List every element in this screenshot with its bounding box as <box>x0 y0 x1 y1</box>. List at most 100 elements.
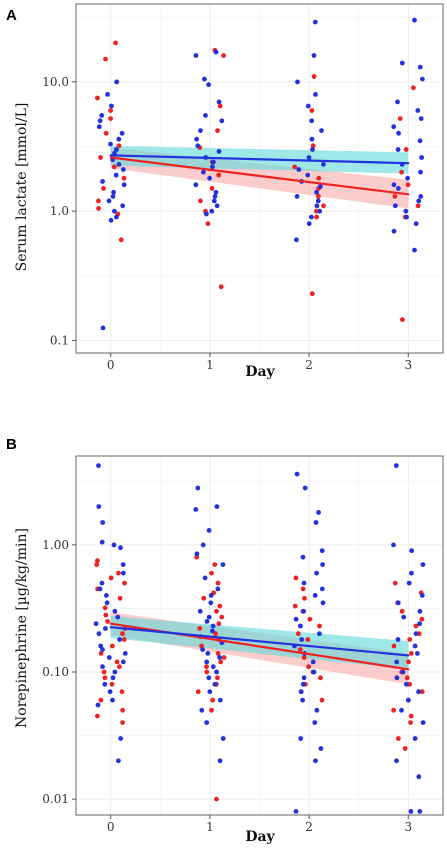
panel-b-point-red-day1-5 <box>201 595 207 601</box>
panel-b-point-blue-day3-20 <box>406 697 411 703</box>
panel-a-point-blue-day0-24 <box>100 325 106 331</box>
panel-b-point-red-day3-4 <box>419 616 425 622</box>
panel-b-point-red-day1-10 <box>197 626 203 631</box>
panel-b-point-red-day3-7 <box>407 637 413 642</box>
panel-a-point-red-day3-1 <box>397 116 403 121</box>
panel-b-point-red-day3-8 <box>391 643 397 649</box>
panel-a-point-blue-day2-17 <box>315 198 321 204</box>
panel-a-point-blue-day0-6 <box>119 130 125 136</box>
panel-b-y-axis-title: Norepinephrine [µg/kg/min] <box>14 528 30 728</box>
panel-a-point-blue-day1-0 <box>213 49 219 55</box>
panel-b-point-blue-day0-9 <box>97 586 103 592</box>
panel-b-point-blue-day1-7 <box>202 575 208 581</box>
panel-b-point-blue-day0-10 <box>104 593 109 598</box>
panel-b-point-red-day1-17 <box>204 664 209 670</box>
panel-b-point-blue-day2-12 <box>301 608 306 614</box>
panel-b-point-blue-day1-11 <box>197 608 203 614</box>
panel-b-point-blue-day0-20 <box>122 651 128 656</box>
panel-b-point-blue-day0-29 <box>95 702 101 708</box>
panel-a-y-tick-label-2: 10.0 <box>42 75 69 89</box>
panel-a-point-blue-day3-2 <box>417 64 423 70</box>
panel-a-point-blue-day1-6 <box>219 118 225 124</box>
panel-b-point-blue-day3-24 <box>394 758 399 764</box>
panel-b-point-red-day0-9 <box>105 619 110 624</box>
panel-b-point-red-day1-14 <box>215 651 221 656</box>
panel-a-point-blue-day3-7 <box>391 124 397 130</box>
panel-b-point-blue-day2-7 <box>314 570 319 576</box>
panel-a-point-red-day2-10 <box>309 291 315 297</box>
panel-b-x-tick-label-1: 1 <box>206 820 214 834</box>
panel-b-point-blue-day1-13 <box>204 619 210 624</box>
panel-b-point-blue-day2-13 <box>293 616 299 622</box>
panel-b-point-blue-day1-1 <box>214 504 220 509</box>
panel-a-point-blue-day1-3 <box>206 82 212 88</box>
panel-b-point-blue-day0-3 <box>99 539 105 545</box>
panel-b-point-red-day1-15 <box>221 655 227 660</box>
panel-a-point-blue-day2-6 <box>319 128 324 134</box>
panel-b-point-red-day0-21 <box>98 697 104 703</box>
panel-b-point-blue-day3-7 <box>395 600 401 606</box>
panel-b-point-blue-day0-24 <box>112 669 118 675</box>
panel-b-point-red-day3-0 <box>392 580 398 586</box>
panel-a-point-blue-day0-9 <box>114 147 119 152</box>
panel-b-point-blue-day1-27 <box>217 697 223 703</box>
panel-a-point-blue-day1-8 <box>194 136 200 142</box>
panel-a-point-blue-day3-17 <box>418 194 424 199</box>
panel-a-point-red-day0-7 <box>98 155 103 160</box>
panel-b-point-blue-day2-19 <box>310 659 316 665</box>
panel-a-point-red-day0-4 <box>108 116 113 121</box>
panel-b-point-blue-day2-14 <box>298 623 303 629</box>
panel-a-point-blue-day3-6 <box>418 116 424 121</box>
panel-b-point-red-day1-22 <box>210 697 216 703</box>
panel-a-point-blue-day2-16 <box>294 194 300 199</box>
panel-b-point-red-day0-1 <box>94 562 100 567</box>
panel-b-point-blue-day0-26 <box>102 681 108 687</box>
panel-a-point-blue-day3-23 <box>391 228 397 234</box>
panel-b-point-blue-day1-24 <box>206 675 212 681</box>
panel-b-point-blue-day3-12 <box>395 637 401 642</box>
panel-b-x-tick-label-0: 0 <box>107 820 115 834</box>
panel-a-point-blue-day0-2 <box>109 103 114 109</box>
panel-b-band-blue <box>110 616 409 670</box>
panel-b-point-blue-day2-2 <box>316 510 321 515</box>
panel-b-point-blue-day2-29 <box>313 758 318 764</box>
panel-a-point-blue-day3-4 <box>395 99 400 105</box>
panel-b-point-red-day2-13 <box>318 675 323 681</box>
panel-b-x-tick-label-3: 3 <box>404 820 412 834</box>
panel-b-point-blue-day1-10 <box>208 600 214 606</box>
panel-b-point-red-day2-11 <box>306 664 311 670</box>
panel-a-trend-red <box>109 156 410 196</box>
panel-b-point-red-day2-8 <box>305 637 311 642</box>
panel-b-point-blue-day0-11 <box>104 600 110 606</box>
panel-b-point-blue-day3-21 <box>399 707 404 713</box>
panel-b-point-red-day3-17 <box>408 713 414 719</box>
panel-a-y-ticks: 0.1 1.0 10.0 <box>42 75 76 347</box>
panel-b-point-red-day1-24 <box>214 796 219 802</box>
panel-b-x-axis-title: Day <box>245 829 275 845</box>
panel-b-point-blue-day2-23 <box>298 689 304 695</box>
panel-a-point-blue-day0-1 <box>105 92 110 97</box>
panel-a-point-blue-day0-4 <box>97 118 103 124</box>
panel-a-point-blue-day3-11 <box>419 155 424 160</box>
panel-a-point-red-day0-10 <box>101 186 106 191</box>
panel-b-point-blue-day1-30 <box>220 736 226 741</box>
panel-a-point-blue-day1-4 <box>216 99 222 105</box>
panel-a-point-blue-day2-12 <box>305 172 311 178</box>
panel-b-point-blue-day3-8 <box>417 608 423 614</box>
panel-a-point-blue-day1-16 <box>193 182 199 188</box>
panel-a-x-tick-label-1: 1 <box>206 358 214 372</box>
panel-b-point-blue-day0-14 <box>93 621 99 627</box>
panel-a-point-blue-day3-15 <box>391 182 397 188</box>
panel-a-point-red-day0-1 <box>103 56 108 62</box>
panel-a-point-blue-day0-22 <box>114 214 119 220</box>
panel-b-point-blue-day3-3 <box>420 562 426 567</box>
panel-a-point-blue-day1-22 <box>204 211 209 217</box>
panel-a-point-red-day1-10 <box>205 221 211 227</box>
panel-b-point-blue-day3-9 <box>401 614 407 620</box>
panel-b-point-red-day3-18 <box>408 720 413 725</box>
panel-a-point-red-day1-7 <box>209 186 215 191</box>
panel-b-points <box>93 463 426 814</box>
panel-b-point-blue-day3-26 <box>417 809 423 814</box>
panel-b-point-blue-day2-16 <box>299 637 305 642</box>
